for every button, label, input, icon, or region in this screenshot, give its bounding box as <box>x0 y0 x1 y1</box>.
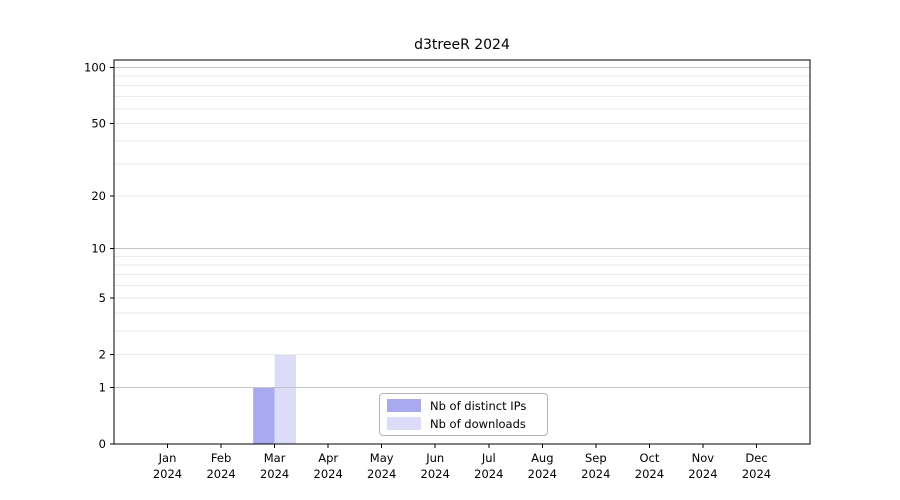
x-tick-label-month: Feb <box>211 451 231 465</box>
x-tick-label-year: 2024 <box>421 467 450 481</box>
x-tick-label-year: 2024 <box>742 467 771 481</box>
legend-entry: Nb of downloads <box>387 417 540 431</box>
x-tick-label-month: May <box>370 451 394 465</box>
legend: Nb of distinct IPs Nb of downloads <box>379 393 548 436</box>
plot-frame <box>113 59 811 445</box>
y-tick-label: 0 <box>99 437 106 451</box>
x-tick-label-year: 2024 <box>314 467 343 481</box>
x-tick-label-month: Apr <box>318 451 338 465</box>
y-tick-label: 100 <box>84 61 106 75</box>
y-tick-label: 2 <box>99 347 106 361</box>
legend-label: Nb of distinct IPs <box>430 398 527 413</box>
x-tick-label-year: 2024 <box>153 467 182 481</box>
x-tick-label-month: Sep <box>585 451 607 465</box>
x-tick-label-year: 2024 <box>260 467 289 481</box>
x-tick-label-year: 2024 <box>635 467 664 481</box>
bar-mar-series0 <box>253 387 275 444</box>
x-tick-label-month: Oct <box>639 451 659 465</box>
y-tick-label: 50 <box>91 116 106 130</box>
x-tick-label-month: Mar <box>264 451 286 465</box>
x-tick-label-month: Dec <box>745 451 767 465</box>
y-tick-label: 10 <box>91 242 106 256</box>
x-tick-label-month: Jul <box>481 451 496 465</box>
legend-label: Nb of downloads <box>430 416 526 431</box>
chart-title: d3treeR 2024 <box>414 37 510 53</box>
x-tick-label-year: 2024 <box>688 467 717 481</box>
x-tick-label-month: Aug <box>531 451 553 465</box>
y-tick-label: 5 <box>99 291 106 305</box>
legend-entry: Nb of distinct IPs <box>387 399 540 413</box>
y-tick-label: 1 <box>99 381 106 395</box>
x-tick-label-month: Jan <box>158 451 177 465</box>
x-tick-label-month: Jun <box>425 451 444 465</box>
x-tick-label-month: Nov <box>692 451 715 465</box>
y-tick-label: 20 <box>91 189 106 203</box>
legend-swatch-series1 <box>387 417 421 430</box>
legend-swatch-series0 <box>387 399 421 412</box>
x-tick-label-year: 2024 <box>367 467 396 481</box>
bar-mar-series1 <box>274 354 296 444</box>
x-tick-label-year: 2024 <box>528 467 557 481</box>
x-tick-label-year: 2024 <box>206 467 235 481</box>
x-tick-label-year: 2024 <box>581 467 610 481</box>
x-tick-label-year: 2024 <box>474 467 503 481</box>
